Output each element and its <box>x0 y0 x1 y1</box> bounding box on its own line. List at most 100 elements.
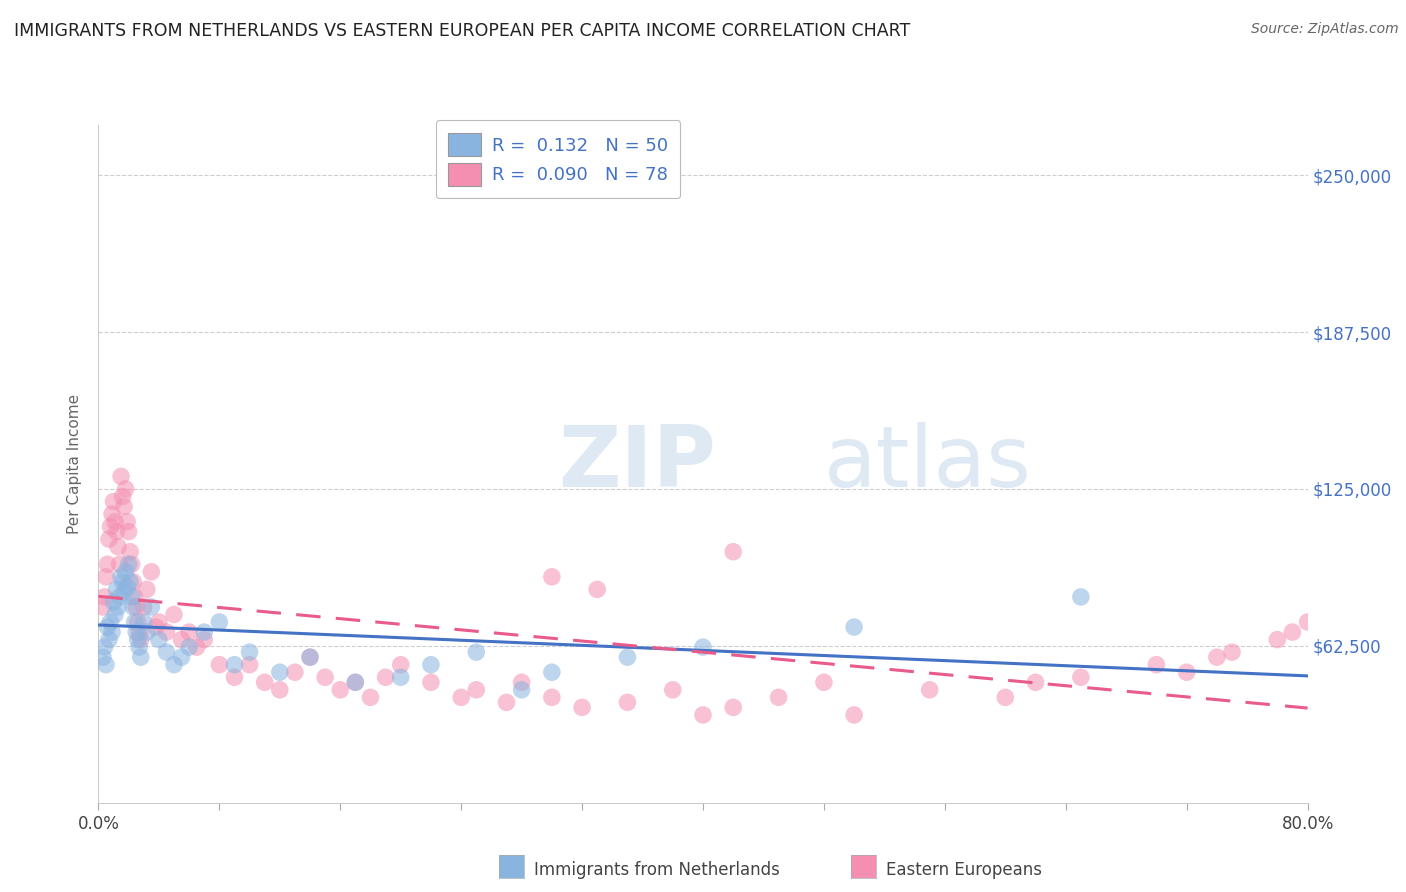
Point <box>114 482 136 496</box>
Point <box>105 582 128 597</box>
Point <box>269 665 291 680</box>
Point <box>314 670 336 684</box>
Point <box>118 524 141 539</box>
Point <box>98 532 121 546</box>
Point <box>91 650 114 665</box>
Text: Immigrants from Netherlands: Immigrants from Netherlands <box>534 861 780 879</box>
Point <box>112 585 135 599</box>
Point <box>692 707 714 722</box>
Point <box>813 675 835 690</box>
Point <box>129 650 152 665</box>
Point <box>768 690 790 705</box>
Point <box>122 574 145 589</box>
Point <box>239 645 262 659</box>
Point <box>111 490 134 504</box>
Point <box>108 590 131 604</box>
Point <box>1267 632 1289 647</box>
Point <box>93 590 115 604</box>
Point <box>98 632 121 647</box>
Point <box>128 640 150 654</box>
Point <box>155 625 177 640</box>
Point <box>129 632 152 647</box>
Point <box>124 590 146 604</box>
Point <box>104 515 127 529</box>
Point <box>1146 657 1168 672</box>
Point <box>96 558 118 572</box>
Point <box>1070 590 1092 604</box>
Point <box>1296 615 1319 629</box>
Point <box>541 665 564 680</box>
Point <box>170 650 193 665</box>
Text: atlas: atlas <box>824 422 1032 506</box>
Point <box>239 657 262 672</box>
Point <box>145 620 167 634</box>
Point <box>193 625 215 640</box>
Point <box>329 682 352 697</box>
Point <box>284 665 307 680</box>
Point <box>541 690 564 705</box>
Point <box>124 615 146 629</box>
Point <box>118 558 141 572</box>
Point <box>1281 625 1303 640</box>
Point <box>120 574 142 589</box>
Point <box>450 690 472 705</box>
Point <box>510 682 533 697</box>
Point <box>465 682 488 697</box>
Point <box>495 695 517 709</box>
Point <box>101 625 124 640</box>
Point <box>101 507 124 521</box>
Point <box>155 645 177 659</box>
Point <box>94 570 117 584</box>
Point <box>107 540 129 554</box>
Point <box>141 565 163 579</box>
Point <box>208 615 231 629</box>
Point <box>115 515 138 529</box>
Point <box>122 599 145 614</box>
Point <box>420 657 443 672</box>
Point <box>114 565 136 579</box>
Point <box>389 670 412 684</box>
Legend: R =  0.132   N = 50, R =  0.090   N = 78: R = 0.132 N = 50, R = 0.090 N = 78 <box>436 120 681 198</box>
Point <box>224 670 246 684</box>
Point <box>208 657 231 672</box>
Point <box>127 615 149 629</box>
Point <box>723 700 745 714</box>
Point <box>163 607 186 622</box>
Point <box>111 574 134 589</box>
Point <box>179 640 201 654</box>
Point <box>1024 675 1046 690</box>
Point <box>103 494 125 508</box>
Point <box>918 682 941 697</box>
Point <box>103 595 125 609</box>
Point <box>110 469 132 483</box>
Point <box>132 599 155 614</box>
Point <box>108 558 131 572</box>
Point <box>994 690 1017 705</box>
Point <box>360 690 382 705</box>
Point <box>110 570 132 584</box>
Point <box>135 582 157 597</box>
Text: Source: ZipAtlas.com: Source: ZipAtlas.com <box>1251 22 1399 37</box>
Point <box>105 524 128 539</box>
Point <box>420 675 443 690</box>
Point <box>179 625 201 640</box>
Y-axis label: Per Capita Income: Per Capita Income <box>67 393 83 534</box>
Point <box>193 632 215 647</box>
Point <box>127 632 149 647</box>
Point <box>112 500 135 514</box>
Point <box>186 640 208 654</box>
Point <box>465 645 488 659</box>
Point <box>96 620 118 634</box>
Point <box>135 625 157 640</box>
Point <box>1206 650 1229 665</box>
Point <box>662 682 685 697</box>
Point <box>299 650 322 665</box>
Point <box>141 599 163 614</box>
Point <box>1070 670 1092 684</box>
Point <box>510 675 533 690</box>
Point <box>163 657 186 672</box>
Text: Eastern Europeans: Eastern Europeans <box>886 861 1042 879</box>
Point <box>148 632 170 647</box>
Point <box>299 650 322 665</box>
Point <box>723 545 745 559</box>
